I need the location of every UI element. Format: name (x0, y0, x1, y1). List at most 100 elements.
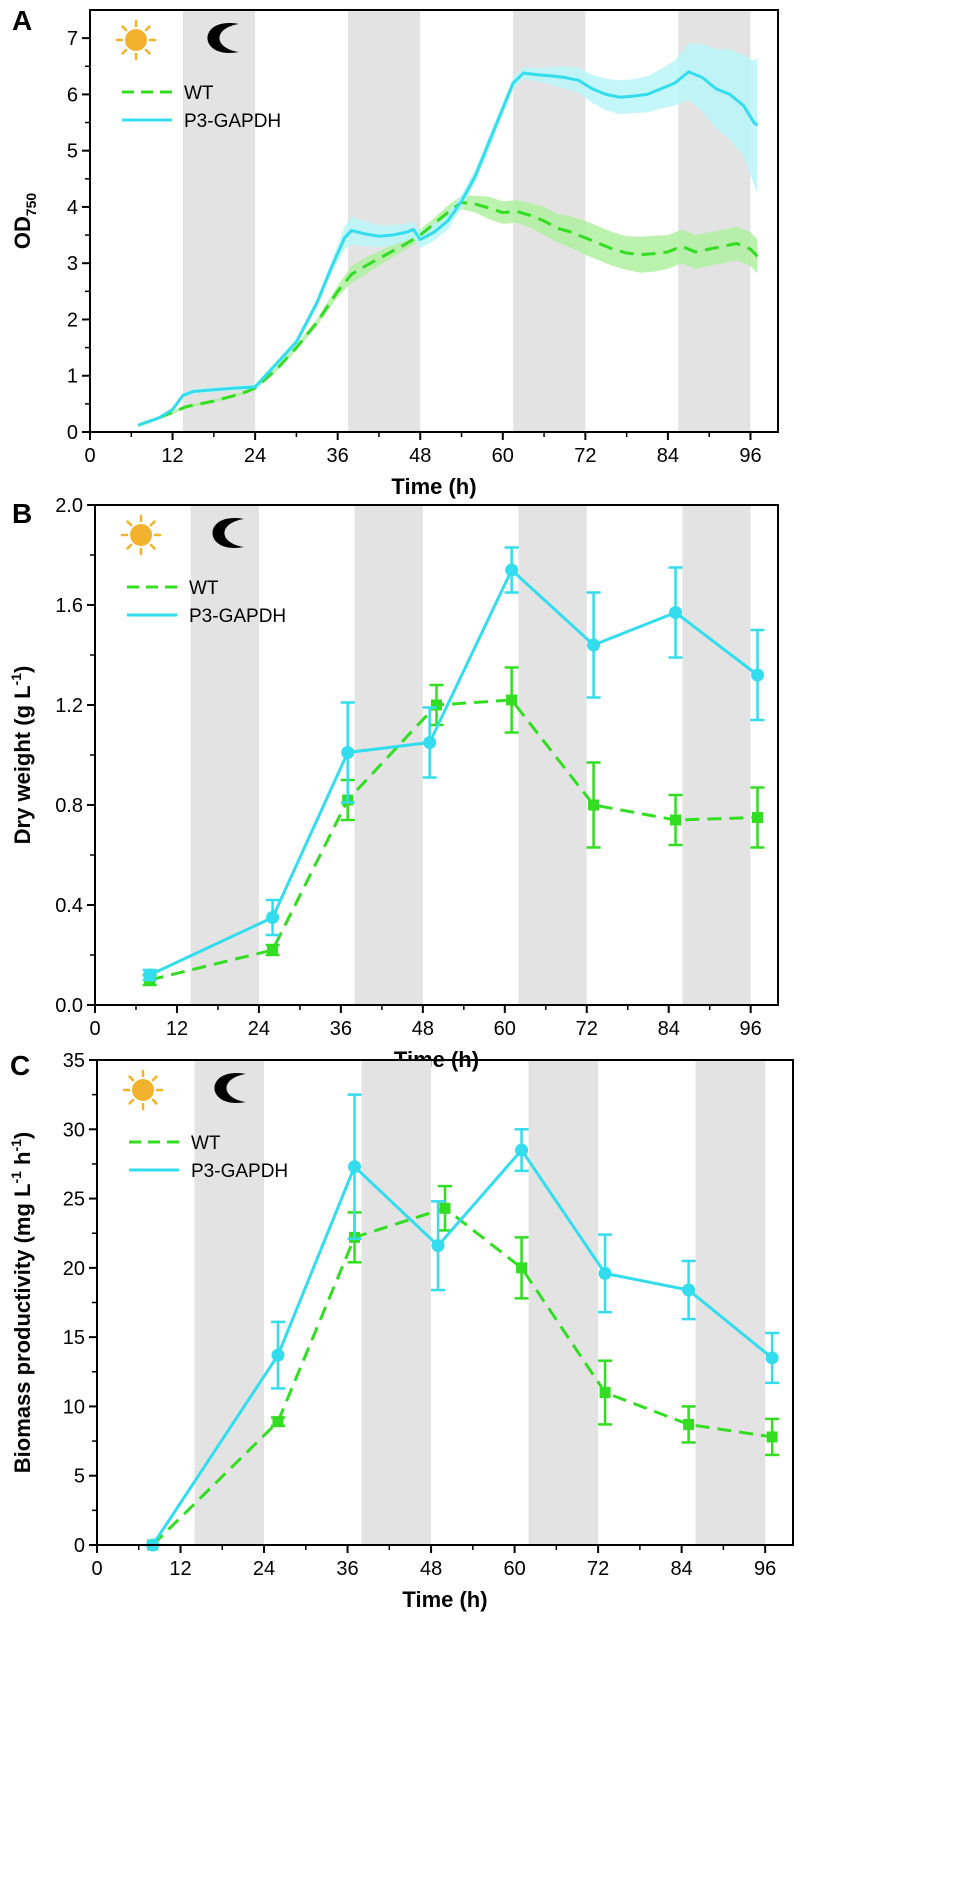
x-tick-label: 0 (84, 445, 95, 467)
plot-frame (89, 9, 779, 433)
x-tick-label: 0 (91, 1558, 102, 1580)
y-tick-label: 3 (67, 253, 78, 275)
x-axis-title: Time (h) (391, 474, 476, 499)
dark-period-band (518, 505, 587, 1005)
confidence-band-wt (138, 195, 758, 427)
x-tick-label: 12 (166, 1018, 188, 1040)
data-point-wt (588, 799, 600, 811)
moon-icon (214, 1073, 246, 1103)
legend-label-p3-gapdh: P3-GAPDH (184, 111, 281, 132)
data-point-wt (683, 1418, 695, 1430)
y-tick-label: 1 (67, 366, 78, 388)
x-tick-label: 24 (244, 445, 266, 467)
dark-period-band (190, 505, 259, 1005)
y-tick-label: 0.4 (55, 895, 83, 917)
x-tick-label: 48 (420, 1558, 442, 1580)
dark-period-band (528, 1060, 599, 1545)
x-tick-label: 60 (494, 1018, 516, 1040)
data-point-p3-gapdh (266, 911, 280, 924)
legend-label-p3-gapdh: P3-GAPDH (189, 606, 286, 627)
data-point-wt (516, 1262, 528, 1274)
x-tick-label: 84 (658, 1018, 680, 1040)
legend-label-wt: WT (184, 83, 214, 104)
data-point-p3-gapdh (669, 606, 683, 619)
x-tick-label: 72 (574, 445, 596, 467)
moon-icon (212, 518, 244, 548)
panel-letter: C (10, 1050, 30, 1081)
y-tick-label: 1.2 (55, 695, 83, 717)
y-axis-title: OD750 (10, 193, 39, 250)
y-tick-label: 30 (63, 1119, 85, 1141)
series-line-wt (151, 1206, 773, 1547)
y-tick-label: 0 (74, 1535, 85, 1557)
y-tick-label: 0 (67, 422, 78, 444)
x-tick-label: 48 (409, 445, 431, 467)
moon-icon (207, 23, 239, 53)
x-tick-label: 72 (576, 1018, 598, 1040)
y-tick-label: 0.8 (55, 795, 83, 817)
data-point-wt (431, 699, 442, 711)
data-point-wt (267, 944, 279, 956)
series-line-p3-gapdh (137, 70, 759, 427)
series-line-p3-gapdh (151, 1148, 774, 1546)
data-point-p3-gapdh (587, 638, 601, 652)
y-tick-label: 5 (74, 1466, 85, 1488)
chart-panel-b: 0 12 24 36 48 60 72 84 960.00.40.81.21.62.0Time … (8, 495, 779, 1072)
sun-icon (122, 1069, 164, 1111)
data-point-p3-gapdh (505, 563, 519, 577)
data-point-p3-gapdh (682, 1283, 696, 1297)
y-tick-label: 2.0 (55, 495, 83, 517)
y-tick-label: 0.0 (55, 995, 83, 1017)
panel-letter: A (12, 5, 32, 36)
y-tick-label: 35 (63, 1050, 85, 1072)
y-tick-label: 6 (67, 84, 78, 106)
data-point-p3-gapdh (143, 968, 157, 982)
panel-letter: B (12, 498, 32, 529)
confidence-band-p3-gapdh (138, 43, 758, 427)
x-tick-label: 36 (330, 1018, 352, 1040)
x-tick-label: 72 (587, 1558, 609, 1580)
y-axis-title: Dry weight (g L-1) (8, 666, 35, 845)
x-tick-label: 60 (503, 1558, 525, 1580)
y-tick-label: 1.6 (55, 595, 83, 617)
y-tick-label: 5 (67, 141, 78, 163)
x-tick-label: 12 (169, 1558, 191, 1580)
y-tick-label: 4 (67, 197, 78, 219)
y-tick-label: 2 (67, 309, 78, 331)
sun-icon (115, 19, 157, 61)
x-tick-label: 36 (336, 1558, 358, 1580)
x-tick-label: 96 (740, 1018, 762, 1040)
dark-period-band (361, 1060, 432, 1545)
x-tick-label: 12 (161, 445, 183, 467)
x-tick-label: 36 (327, 445, 349, 467)
x-axis-title: Time (h) (402, 1587, 487, 1612)
sun-icon (120, 514, 162, 556)
data-point-wt (272, 1416, 284, 1428)
legend-label-wt: WT (189, 578, 219, 599)
legend-label-wt: WT (191, 1133, 221, 1154)
x-tick-label: 84 (671, 1558, 693, 1580)
series-line-p3-gapdh (149, 568, 759, 977)
data-point-p3-gapdh (341, 746, 355, 759)
data-point-wt (766, 1431, 778, 1443)
y-tick-label: 20 (63, 1258, 85, 1280)
data-point-wt (439, 1202, 451, 1214)
x-tick-label: 24 (248, 1018, 270, 1040)
x-tick-label: 48 (412, 1018, 434, 1040)
y-tick-label: 25 (63, 1189, 85, 1211)
data-point-wt (752, 812, 764, 823)
legend-label-p3-gapdh: P3-GAPDH (191, 1161, 288, 1182)
data-point-p3-gapdh (515, 1143, 529, 1157)
x-tick-label: 96 (754, 1558, 776, 1580)
y-tick-label: 7 (67, 28, 78, 50)
y-tick-label: 10 (63, 1396, 85, 1418)
data-point-p3-gapdh (598, 1266, 612, 1280)
dark-period-band (182, 10, 256, 432)
data-point-wt (670, 814, 682, 826)
data-point-wt (506, 694, 518, 706)
data-point-p3-gapdh (751, 668, 765, 682)
chart-panel-c: 0 12 24 36 48 60 72 84 96 0 5 10 15 20 25 30 35 Time (h) B… (8, 1050, 794, 1612)
data-point-wt (599, 1387, 611, 1399)
x-tick-label: 0 (89, 1018, 100, 1040)
